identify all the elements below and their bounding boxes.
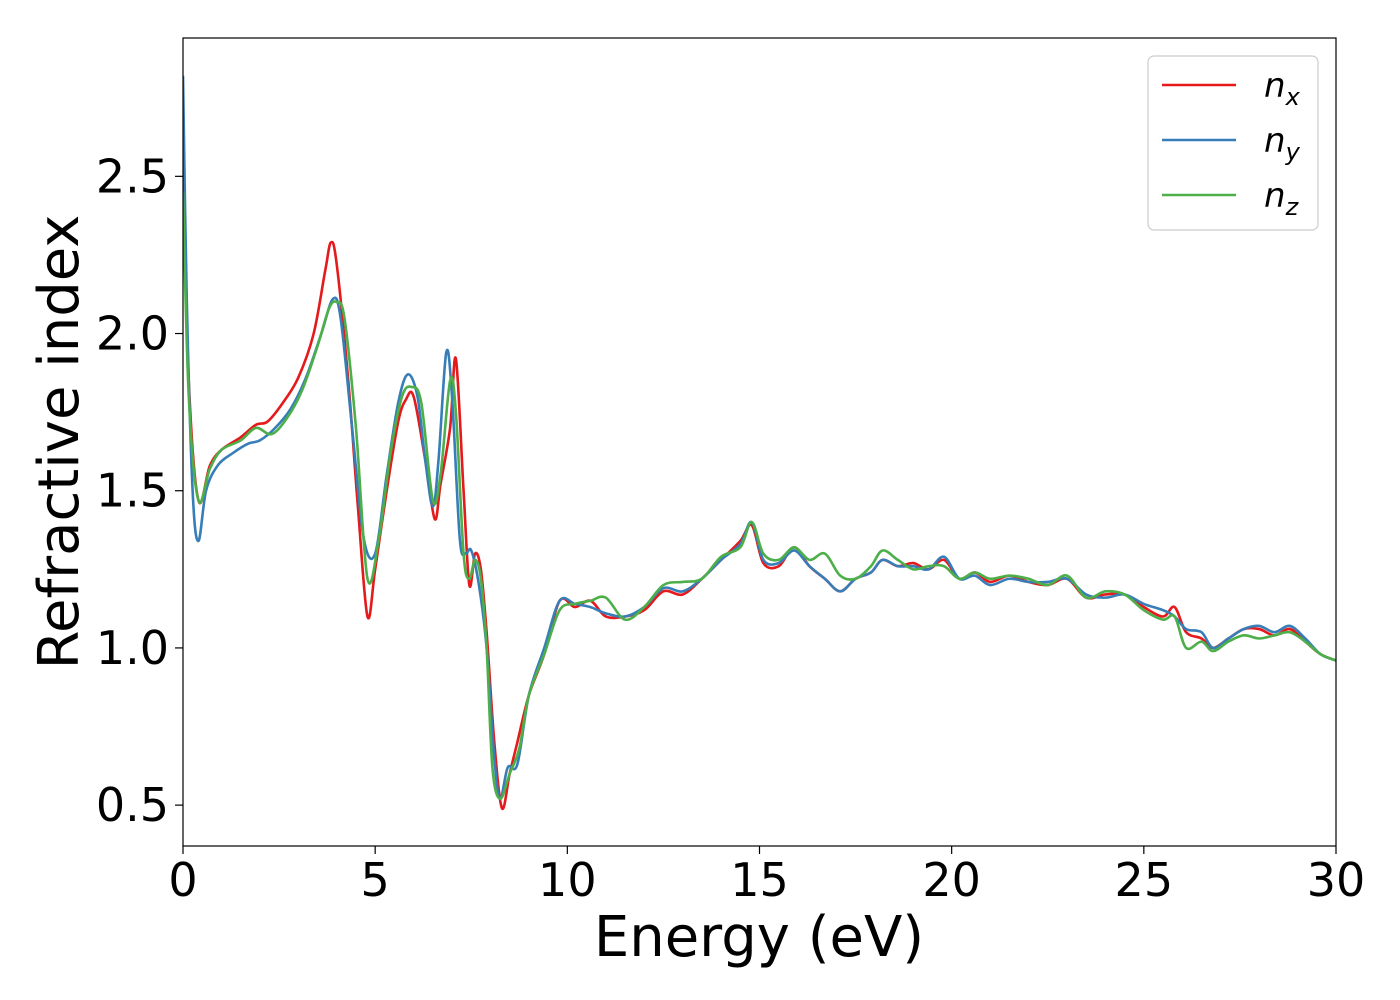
x-tick-label: 25 xyxy=(1115,853,1174,907)
x-tick-label: 30 xyxy=(1307,853,1366,907)
y-axis: 0.5 1.0 1.5 2.0 2.5 xyxy=(96,149,183,832)
x-tick-label: 10 xyxy=(538,853,597,907)
legend: nx ny nz xyxy=(1147,55,1319,231)
series-line-x xyxy=(183,160,1336,811)
series-line-z xyxy=(183,192,1336,801)
x-axis-title: Energy (eV) xyxy=(594,905,924,970)
x-tick-label: 20 xyxy=(922,853,981,907)
legend-label-y: ny xyxy=(1264,121,1301,166)
x-axis: 0 5 10 15 20 25 30 xyxy=(168,846,1365,907)
y-tick-label: 0.5 xyxy=(96,778,169,832)
y-tick-label: 1.0 xyxy=(96,621,169,675)
y-tick-label: 1.5 xyxy=(96,464,169,518)
x-tick-label: 5 xyxy=(361,853,390,907)
y-tick-label: 2.5 xyxy=(96,149,169,203)
x-tick-label: 0 xyxy=(168,853,197,907)
y-tick-label: 2.0 xyxy=(96,307,169,361)
series-layer xyxy=(183,75,1336,811)
x-tick-label: 15 xyxy=(730,853,789,907)
legend-box xyxy=(1147,55,1319,231)
y-axis-title: Refractive index xyxy=(27,215,92,670)
legend-label-z: nz xyxy=(1264,176,1300,221)
series-line-y xyxy=(183,75,1336,801)
legend-label-x: nx xyxy=(1264,66,1301,111)
